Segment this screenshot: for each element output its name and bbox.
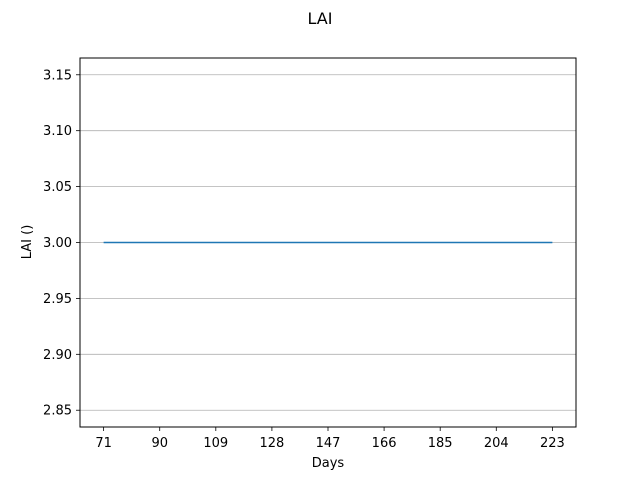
y-axis-ticks: 2.85 2.90 2.95 3.00 3.05 3.10 3.15 bbox=[43, 68, 80, 419]
x-tick-label: 147 bbox=[316, 436, 341, 451]
x-tick-label: 109 bbox=[203, 436, 228, 451]
x-tick-label: 204 bbox=[484, 436, 509, 451]
y-tick-label: 3.00 bbox=[43, 236, 72, 251]
x-axis-label: Days bbox=[312, 456, 345, 471]
y-axis-label: LAI () bbox=[20, 225, 35, 260]
x-tick-label: 185 bbox=[428, 436, 453, 451]
x-tick-label: 128 bbox=[259, 436, 284, 451]
x-tick-label: 166 bbox=[372, 436, 397, 451]
y-tick-label: 2.95 bbox=[43, 292, 72, 307]
y-tick-label: 2.85 bbox=[43, 404, 72, 419]
y-tick-label: 3.05 bbox=[43, 180, 72, 195]
y-tick-label: 2.90 bbox=[43, 348, 72, 363]
x-axis-ticks: 71 90 109 128 147 166 185 204 223 bbox=[95, 427, 565, 451]
x-tick-label: 90 bbox=[151, 436, 168, 451]
chart-title: LAI bbox=[308, 9, 333, 28]
y-tick-label: 3.10 bbox=[43, 124, 72, 139]
x-tick-label: 71 bbox=[95, 436, 112, 451]
x-tick-label: 223 bbox=[540, 436, 565, 451]
y-tick-label: 3.15 bbox=[43, 68, 72, 83]
